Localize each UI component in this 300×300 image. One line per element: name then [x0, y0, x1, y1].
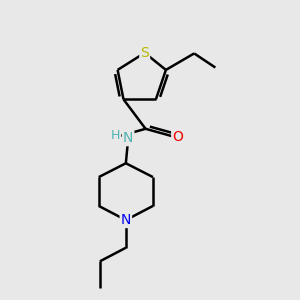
- Text: S: S: [140, 46, 149, 60]
- Text: N: N: [123, 131, 134, 145]
- Text: N: N: [121, 213, 131, 227]
- Text: H: H: [111, 129, 120, 142]
- Text: O: O: [172, 130, 183, 144]
